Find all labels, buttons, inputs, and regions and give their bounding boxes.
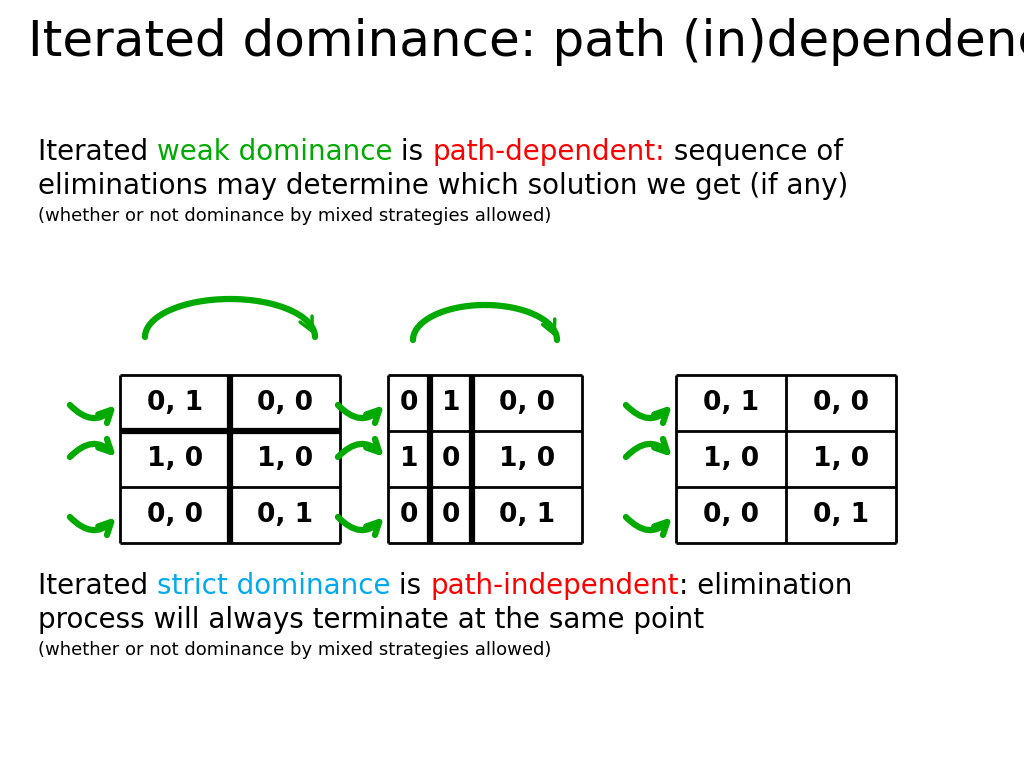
Text: eliminations may determine which solution we get (if any): eliminations may determine which solutio… [38,172,848,200]
Text: 0, 0: 0, 0 [499,390,555,416]
Text: 1, 0: 1, 0 [499,446,555,472]
Text: (whether or not dominance by mixed strategies allowed): (whether or not dominance by mixed strat… [38,207,551,225]
Text: 1, 0: 1, 0 [813,446,869,472]
Text: 0: 0 [399,390,418,416]
Text: path-independent: path-independent [430,572,679,600]
Text: 0, 1: 0, 1 [702,390,759,416]
Text: is: is [392,138,432,166]
Text: 0, 1: 0, 1 [257,502,313,528]
Text: 0: 0 [399,502,418,528]
Text: 1: 1 [399,446,418,472]
Text: : elimination: : elimination [679,572,852,600]
Text: 1, 0: 1, 0 [146,446,203,472]
Text: 0, 1: 0, 1 [499,502,555,528]
Text: 0, 1: 0, 1 [813,502,869,528]
Text: 1: 1 [441,390,460,416]
Text: 1, 0: 1, 0 [702,446,759,472]
Text: weak dominance: weak dominance [157,138,392,166]
Text: path-dependent:: path-dependent: [432,138,665,166]
Text: sequence of: sequence of [665,138,843,166]
Text: Iterated dominance: path (in)dependence: Iterated dominance: path (in)dependence [28,18,1024,66]
Text: 1, 0: 1, 0 [257,446,313,472]
Text: 0, 0: 0, 0 [147,502,203,528]
Text: Iterated: Iterated [38,572,157,600]
Text: Iterated: Iterated [38,138,157,166]
Text: 0: 0 [441,446,460,472]
Text: strict dominance: strict dominance [157,572,390,600]
Text: 0, 0: 0, 0 [257,390,313,416]
Text: 0, 1: 0, 1 [146,390,203,416]
Text: 0, 0: 0, 0 [703,502,759,528]
Text: 0: 0 [441,502,460,528]
Text: (whether or not dominance by mixed strategies allowed): (whether or not dominance by mixed strat… [38,641,551,659]
Text: process will always terminate at the same point: process will always terminate at the sam… [38,606,705,634]
Text: is: is [390,572,430,600]
Text: 0, 0: 0, 0 [813,390,869,416]
